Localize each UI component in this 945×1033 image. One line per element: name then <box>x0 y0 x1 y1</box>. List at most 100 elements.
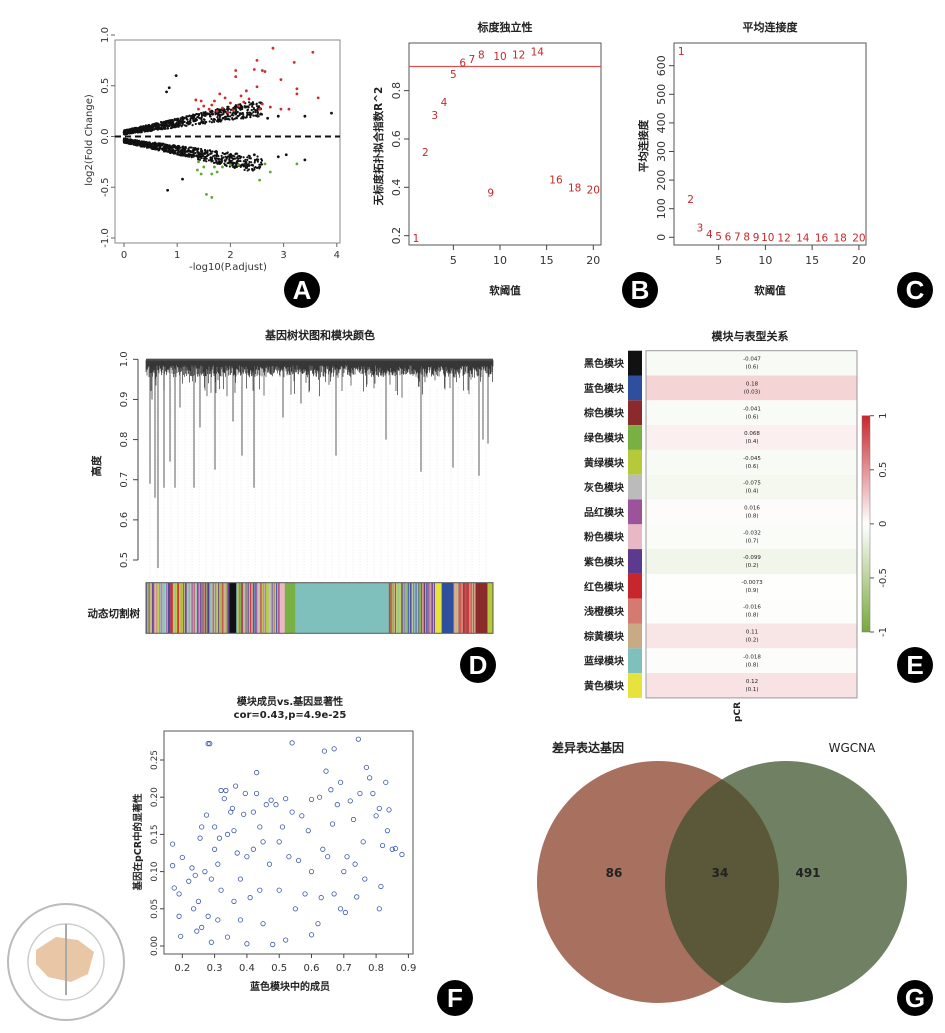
volcano-point <box>218 114 221 117</box>
module-color-segment <box>196 582 198 634</box>
module-color-segment <box>149 582 151 634</box>
module-label: 绿色模块 <box>584 432 625 445</box>
heatmap-row: 黄绿模块 -0.045 (0.6) <box>584 449 857 475</box>
module-color-segment <box>456 582 457 634</box>
module-color-segment <box>176 582 178 634</box>
volcano-point <box>246 158 249 162</box>
panel-letters: A B C D E F G <box>284 272 933 1016</box>
x-tick-label: 1 <box>174 250 180 261</box>
volcano-point <box>175 149 178 152</box>
volcano-point <box>218 117 221 120</box>
volcano-point <box>166 144 169 147</box>
scatter-point <box>363 764 370 771</box>
venn-count-intersection: 34 <box>712 866 729 880</box>
panel-letter-badge <box>897 272 933 308</box>
volcano-point <box>200 153 204 156</box>
module-color-segment <box>165 582 167 634</box>
volcano-point <box>196 116 199 119</box>
module-color-segment <box>214 582 216 634</box>
volcano-point <box>176 117 179 120</box>
heatmap-cell <box>646 474 857 500</box>
module-color-segment <box>475 582 477 634</box>
module-color-segment <box>421 582 423 634</box>
module-color-segment <box>396 582 398 634</box>
module-color-segment <box>241 582 243 634</box>
scatter-point <box>392 845 399 852</box>
volcano-point <box>260 163 264 166</box>
scatter-point <box>383 779 389 785</box>
power-point-label: 3 <box>431 110 438 122</box>
y-tick-label: 0.05 <box>150 899 160 919</box>
volcano-point <box>258 178 262 182</box>
scatter-point <box>229 805 235 811</box>
volcano-point <box>137 141 141 145</box>
volcano-point <box>276 114 280 118</box>
scatter-point <box>203 812 210 818</box>
volcano-point <box>228 157 231 160</box>
volcano-point <box>202 120 205 124</box>
volcano-point <box>230 159 233 162</box>
power-point-label: 12 <box>777 232 790 244</box>
volcano-point <box>197 156 200 160</box>
module-color-segment <box>221 582 223 634</box>
volcano-point <box>251 105 254 108</box>
scatter-point <box>260 839 266 845</box>
scatter-point <box>257 824 263 830</box>
volcano-point <box>128 128 131 131</box>
p-value: (0.8) <box>745 514 758 520</box>
legend-tick-label: -0.5 <box>878 568 889 588</box>
panel-letter-b: B <box>622 272 658 308</box>
module-color-segment <box>415 582 417 634</box>
volcano-point <box>181 153 184 157</box>
module-color-segment <box>202 582 204 634</box>
power-point-label: 5 <box>715 231 722 243</box>
scatter-point <box>341 868 347 875</box>
volcano-point <box>223 162 226 165</box>
power-point-label: 4 <box>441 97 448 109</box>
volcano-point <box>252 106 255 110</box>
volcano-point <box>235 165 238 169</box>
module-color-swatch <box>628 350 642 376</box>
power-point-label: 10 <box>493 51 506 63</box>
module-color-segment <box>210 582 212 634</box>
color-row-label: 动态切割树 <box>88 607 141 620</box>
module-color-swatch <box>628 425 642 450</box>
scatter-point <box>283 937 289 943</box>
heatmap-frame <box>645 350 858 699</box>
volcano-point <box>244 166 247 169</box>
volcano-point <box>276 155 280 159</box>
volcano-point <box>123 131 127 134</box>
module-color-segment <box>161 582 163 634</box>
volcano-point <box>247 97 251 101</box>
module-color-segment <box>455 582 457 634</box>
y-tick-label: 0.5 <box>100 78 111 94</box>
module-color-segment <box>254 582 256 634</box>
volcano-point <box>196 113 199 116</box>
x-tick-label: 0.3 <box>207 963 223 974</box>
scatter-point <box>224 831 231 838</box>
p-value: (0.4) <box>745 489 758 495</box>
heatmap-row: 棕色模块 -0.041 (0.6) <box>583 400 857 426</box>
volcano-point <box>250 167 254 171</box>
module-color-segment <box>183 582 185 634</box>
scatter-point <box>218 787 224 794</box>
volcano-point <box>191 117 194 120</box>
volcano-point <box>169 123 172 127</box>
volcano-point <box>165 124 168 127</box>
power-point-label: 4 <box>706 229 713 241</box>
volcano-point <box>230 114 233 117</box>
heatmap-row: 蓝绿模块 -0.018 (0.8) <box>584 648 857 674</box>
volcano-point <box>233 117 236 120</box>
scatter-point <box>376 805 382 811</box>
volcano-point <box>192 150 195 153</box>
module-color-segment <box>147 582 149 634</box>
x-tick-label: 5 <box>715 254 722 267</box>
panel-letter-g: G <box>897 980 933 1016</box>
scatter-point <box>244 941 250 947</box>
volcano-point <box>164 144 167 147</box>
correlation-value: -0.018 <box>743 654 761 660</box>
volcano-point <box>235 164 238 167</box>
volcano-point <box>200 111 203 115</box>
scatter-point <box>207 741 213 747</box>
module-color-segment <box>454 582 456 634</box>
